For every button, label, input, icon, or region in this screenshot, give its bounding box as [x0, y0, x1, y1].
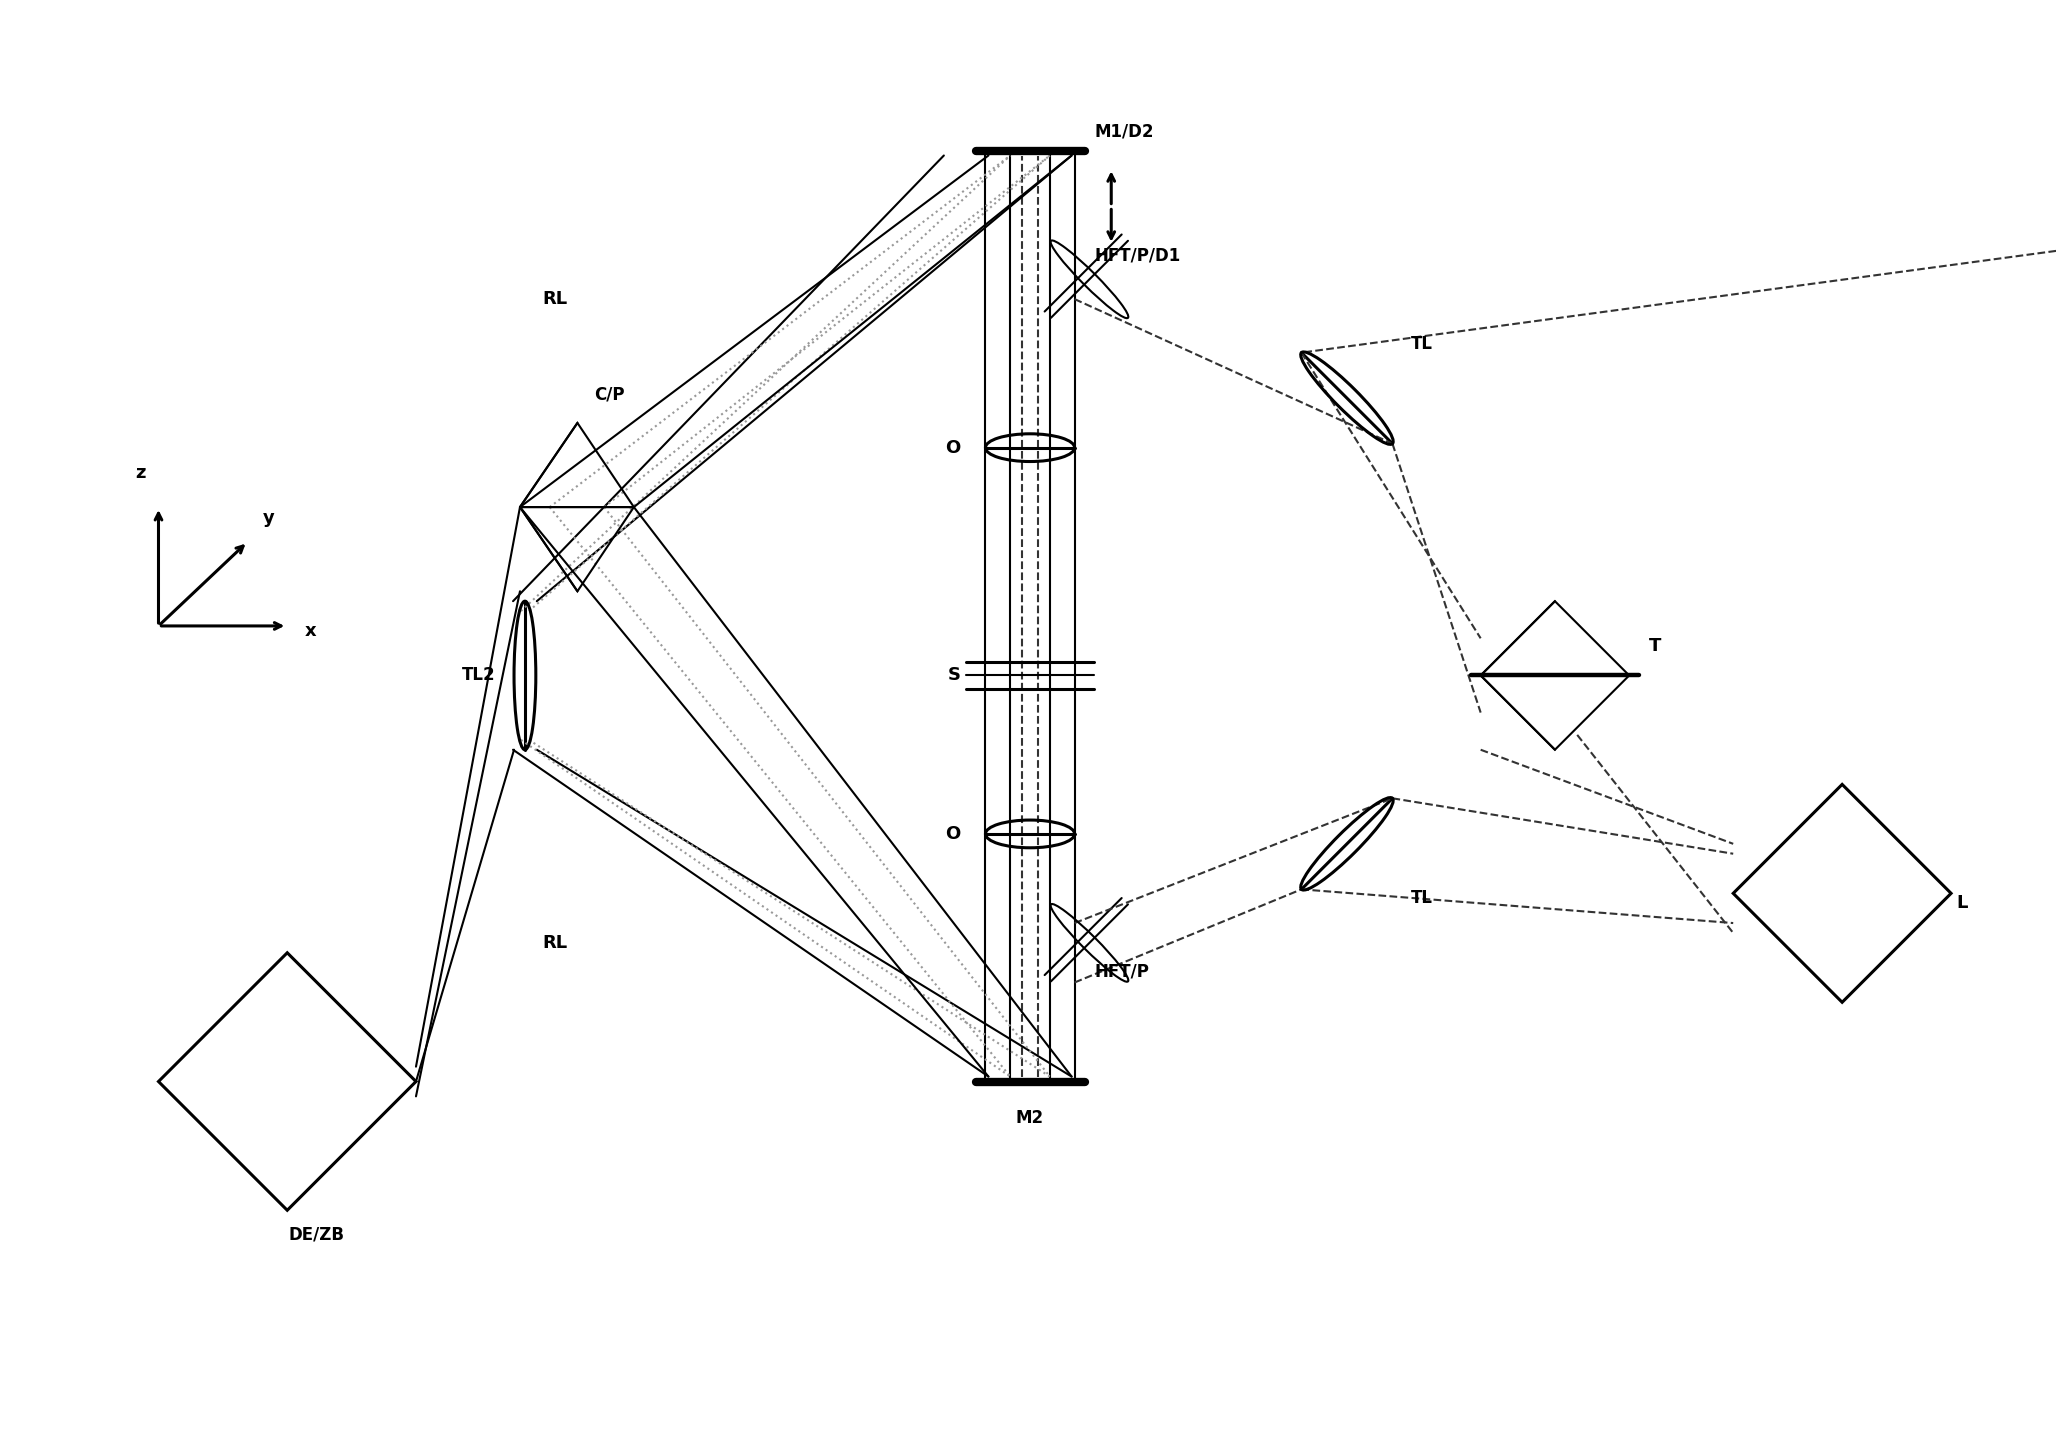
Text: C/P: C/P	[595, 386, 624, 403]
Text: M2: M2	[1016, 1110, 1043, 1127]
Text: O: O	[946, 439, 961, 457]
Text: DE/ZB: DE/ZB	[289, 1225, 345, 1243]
Text: HFT/P/D1: HFT/P/D1	[1095, 247, 1180, 264]
Text: TL: TL	[1411, 889, 1434, 907]
Text: RL: RL	[541, 933, 568, 952]
Text: y: y	[262, 509, 275, 527]
Text: HFT/P: HFT/P	[1095, 962, 1149, 981]
Text: z: z	[136, 464, 147, 483]
Text: TL2: TL2	[461, 666, 496, 685]
Text: O: O	[946, 825, 961, 842]
Text: TL: TL	[1411, 335, 1434, 353]
Text: T: T	[1649, 637, 1661, 655]
Text: RL: RL	[541, 290, 568, 308]
Text: S: S	[948, 666, 961, 685]
Text: L: L	[1957, 894, 1967, 912]
Text: x: x	[306, 621, 316, 640]
Text: M1/D2: M1/D2	[1095, 123, 1155, 140]
